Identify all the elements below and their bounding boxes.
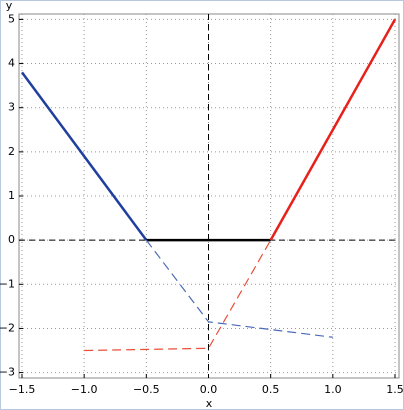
- y-tick-label: 5: [8, 12, 15, 25]
- x-tick-label: 0.0: [200, 383, 218, 396]
- y-tick-label: 3: [8, 101, 15, 114]
- series-line: [20, 71, 148, 241]
- y-axis-label: y: [6, 0, 13, 12]
- y-tick-label: 0: [8, 233, 15, 246]
- y-tick-label: −3: [0, 366, 15, 379]
- x-tick-label: 0.5: [262, 383, 280, 396]
- x-tick-label: −0.5: [133, 383, 160, 396]
- x-tick-label: −1.0: [71, 383, 98, 396]
- series-line: [145, 239, 333, 338]
- x-tick-label: 1.0: [324, 383, 342, 396]
- x-axis-label: x: [206, 397, 213, 410]
- y-tick-label: 2: [8, 145, 15, 158]
- y-tick-label: 1: [8, 189, 15, 202]
- x-tick-label: −1.5: [9, 383, 36, 396]
- x-tick-label: 1.5: [386, 383, 404, 396]
- y-tick-label: −2: [0, 321, 15, 334]
- y-tick-label: 4: [8, 57, 15, 70]
- series-line: [269, 18, 397, 241]
- y-tick-label: −1: [0, 277, 15, 290]
